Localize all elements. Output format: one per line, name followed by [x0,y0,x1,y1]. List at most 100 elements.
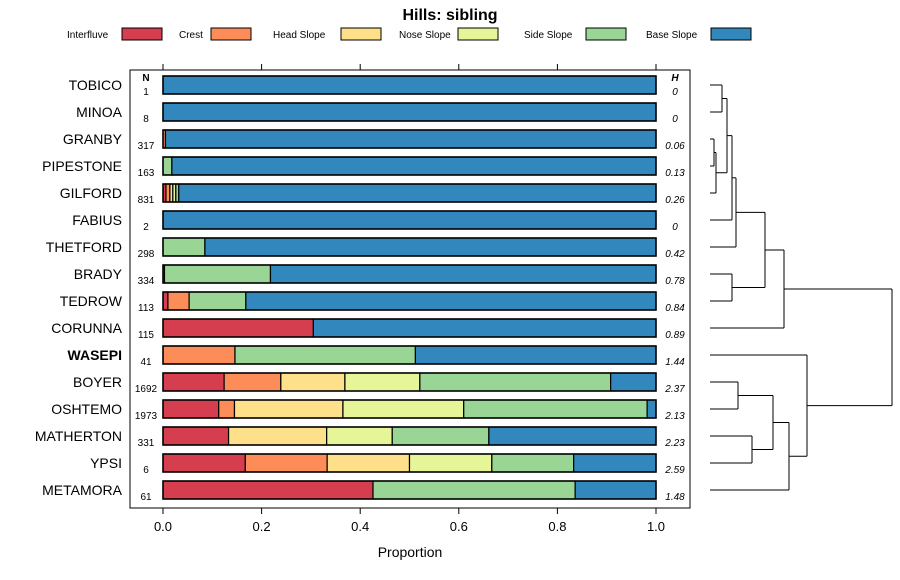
n-value: 8 [143,114,149,125]
bar-outline [162,264,657,284]
row-labels: TOBICO 1 0 MINOA 8 0 GRANBY 317 0.06 PIPESTONE 163… [35,77,685,503]
bar-segment [463,399,648,419]
bar-segment [408,453,493,473]
bars [162,75,657,500]
row-label: THETFORD [46,239,122,255]
n-value: 298 [138,249,155,260]
bar-outline [162,399,657,419]
row-label: WASEPI [68,347,122,363]
n-value: 1973 [135,411,158,422]
bar-segment [204,237,657,257]
bar-segment [245,291,657,311]
row-label: TEDROW [60,293,123,309]
plot-panel [129,69,691,509]
bar-outline [162,237,657,257]
bar-outline [162,102,657,122]
h-value: 0 [672,114,678,125]
bar-segment [171,156,657,176]
n-value: 831 [138,195,155,206]
n-value: 1 [143,87,149,98]
bar-outline [162,156,657,176]
legend-swatch [121,27,163,41]
x-tick-label: 1.0 [647,519,665,534]
x-tick-label: 0.2 [253,519,271,534]
bar-segment [162,345,236,365]
bar-segment [488,426,657,446]
x-axis-title: Proportion [378,544,443,560]
row-label: GRANBY [63,131,123,147]
row-label: METAMORA [42,482,123,498]
h-value: 0 [672,222,678,233]
bar-segment [227,426,328,446]
legend: Interfluve Crest Head Slope Nose Slope Side … [67,27,752,41]
legend-label: Base Slope [646,30,698,41]
bar-segment [344,372,421,392]
legend-swatch [457,27,499,41]
legend-swatch [340,27,382,41]
bar-segment [163,264,272,284]
row-label: MINOA [76,104,123,120]
bar-segment [419,372,612,392]
bar-segment [234,345,417,365]
bar-segment [162,372,225,392]
bar-segment [218,399,236,419]
bar-segment [244,453,328,473]
bar-segment [610,372,657,392]
h-value: 0 [672,87,678,98]
legend-label: Nose Slope [399,30,451,41]
legend-label: Interfluve [67,30,109,41]
n-value: 317 [138,141,155,152]
bar-segment [164,129,657,149]
legend-swatch [710,27,752,41]
bar-outline [162,480,657,500]
row-label: OSHTEMO [51,401,122,417]
bar-segment [269,264,657,284]
h-header: H [671,73,679,84]
bar-segment [326,453,411,473]
n-value: 1692 [135,384,158,395]
bar-outline [162,372,657,392]
bar-outline [162,210,657,230]
legend-label: Crest [179,30,203,41]
bar-segment [162,399,220,419]
n-value: 163 [138,168,155,179]
h-value: 0.06 [665,141,685,152]
row-label: TOBICO [69,77,123,93]
bar-segment [162,480,374,500]
n-value: 334 [138,276,155,287]
h-value: 0.42 [665,249,685,260]
bar-segment [162,75,657,95]
bar-segment [233,399,344,419]
row-label: FABIUS [72,212,122,228]
bar-segment [646,399,657,419]
x-tick-label: 0.8 [548,519,566,534]
bar-segment [342,399,465,419]
bar-outline [162,345,657,365]
bar-segment [491,453,575,473]
h-value: 2.59 [664,465,685,476]
chart-title: Hills: sibling [402,7,497,24]
n-value: 41 [140,357,152,368]
n-value: 331 [138,438,155,449]
n-value: 113 [138,303,154,314]
h-value: 2.13 [664,411,685,422]
h-value: 1.48 [665,492,685,503]
h-value: 0.84 [665,303,685,314]
h-value: 0.78 [665,276,685,287]
h-value: 0.26 [665,195,685,206]
row-label: PIPESTONE [42,158,122,174]
bar-segment [280,372,346,392]
h-value: 2.23 [664,438,685,449]
bar-outline [162,129,657,149]
bar-segment [178,183,657,203]
legend-label: Head Slope [273,30,326,41]
n-header: N [142,73,149,84]
bar-segment [162,102,657,122]
x-tick-label: 0.4 [351,519,369,534]
bar-outline [162,75,657,95]
dendrogram [710,84,893,491]
bar-segment [162,318,314,338]
h-value: 2.37 [664,384,685,395]
bar-segment [312,318,657,338]
